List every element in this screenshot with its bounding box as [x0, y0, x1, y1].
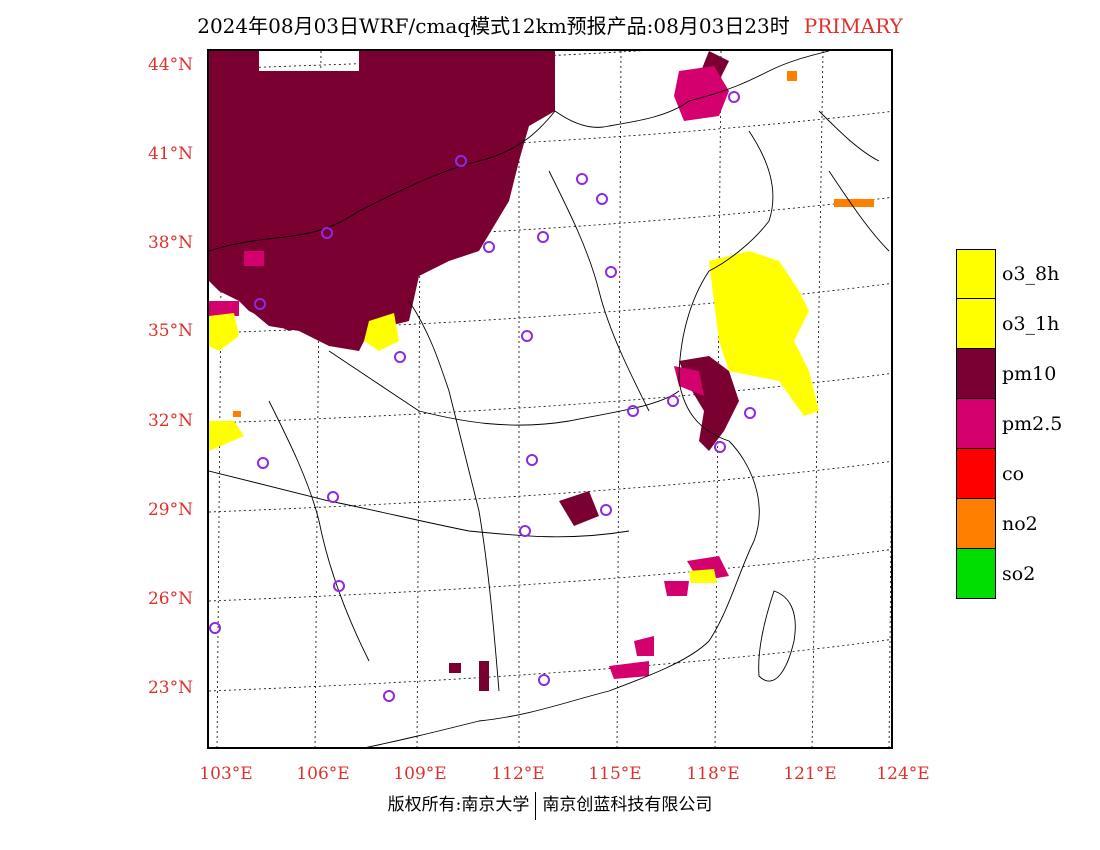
lat-label-32: 32°N	[147, 411, 193, 431]
o3-field	[209, 251, 819, 583]
legend-swatch	[956, 349, 996, 399]
legend-label: no2	[1002, 513, 1038, 535]
legend-swatch	[956, 299, 996, 349]
legend-swatch	[956, 399, 996, 449]
copyright-owner: 版权所有:南京大学	[387, 795, 530, 815]
no2-field	[233, 71, 874, 417]
forecast-map	[207, 49, 893, 749]
lon-label-124: 124°E	[876, 764, 930, 784]
primary-tag: PRIMARY	[803, 14, 903, 38]
legend-swatch	[956, 549, 996, 599]
lon-label-118: 118°E	[686, 764, 740, 784]
lat-label-23: 23°N	[147, 678, 193, 698]
legend-label: pm2.5	[1002, 413, 1063, 435]
footer-separator	[535, 791, 537, 820]
legend-swatch	[956, 499, 996, 549]
copyright-company: 南京创蓝科技有限公司	[542, 795, 713, 815]
boundaries	[209, 51, 890, 747]
title-text: 2024年08月03日WRF/cmaq模式12km预报产品:08月03日23时	[197, 14, 790, 38]
legend-swatch	[956, 449, 996, 499]
lat-label-41: 41°N	[147, 144, 193, 164]
pm10-field	[209, 51, 739, 691]
lat-label-38: 38°N	[147, 233, 193, 253]
lon-label-103: 103°E	[199, 764, 253, 784]
legend-swatch	[956, 249, 996, 299]
map-canvas	[209, 51, 891, 747]
lat-label-26: 26°N	[147, 589, 193, 609]
legend-label: co	[1002, 463, 1025, 485]
lon-label-109: 109°E	[393, 764, 447, 784]
legend-label: o3_8h	[1002, 263, 1060, 285]
legend-label: o3_1h	[1002, 313, 1060, 335]
copyright-footer: 版权所有:南京大学 南京创蓝科技有限公司	[0, 790, 1100, 820]
lat-label-35: 35°N	[147, 321, 193, 341]
legend-label: pm10	[1002, 363, 1057, 385]
lon-label-115: 115°E	[588, 764, 642, 784]
lat-label-29: 29°N	[147, 500, 193, 520]
lat-label-44: 44°N	[147, 55, 193, 75]
map-title: 2024年08月03日WRF/cmaq模式12km预报产品:08月03日23时 P…	[0, 10, 1100, 39]
lon-label-106: 106°E	[296, 764, 350, 784]
station-markers	[209, 91, 756, 702]
lon-label-112: 112°E	[491, 764, 545, 784]
pm25-field	[209, 66, 729, 679]
lon-label-121: 121°E	[783, 764, 837, 784]
legend-label: so2	[1002, 563, 1036, 585]
